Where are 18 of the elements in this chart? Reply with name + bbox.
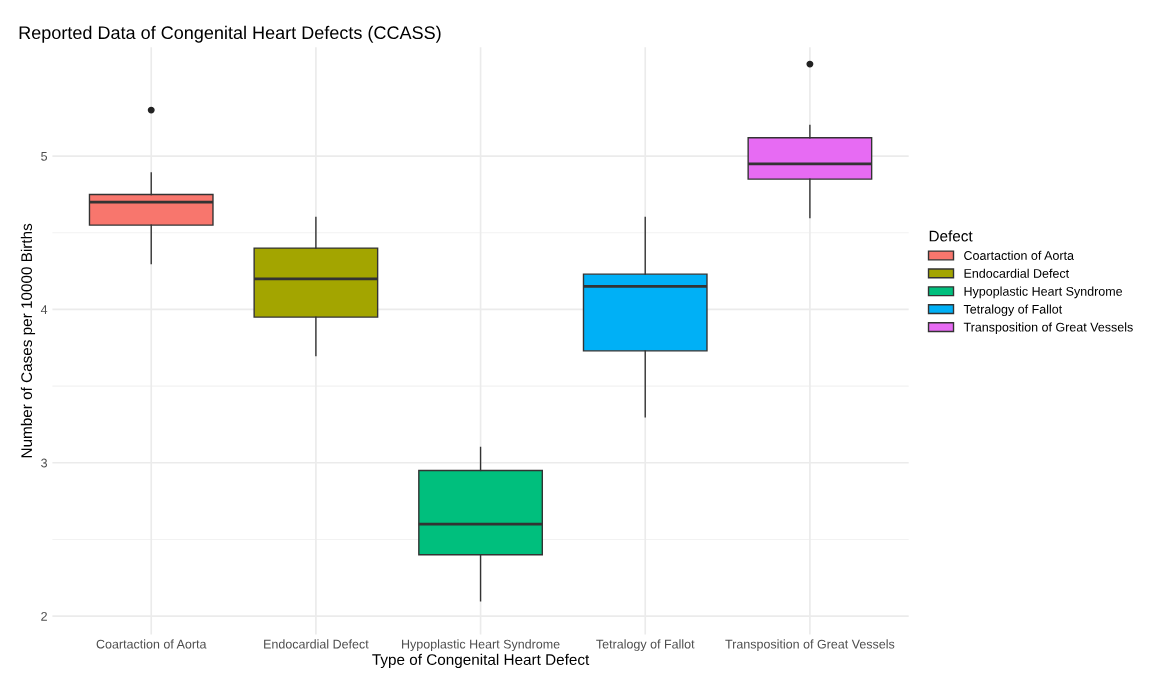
- legend-label: Coartaction of Aorta: [964, 250, 1074, 260]
- x-tick-label: Transposition of Great Vessels: [725, 639, 895, 652]
- y-tick-label: 5: [41, 152, 48, 161]
- x-tick-label: Hypoplastic Heart Syndrome: [402, 639, 560, 652]
- legend-label: Hypoplastic Heart Syndrome: [964, 286, 1123, 299]
- chart-title: Reported Data of Congenital Heart Defects (CCASS): [19, 25, 441, 43]
- legend-label: Transposition of Great Vessels: [963, 322, 1133, 335]
- legend-title: Defect: [929, 230, 973, 242]
- x-tick-label: Coartaction of Aorta: [96, 639, 207, 649]
- y-tick-label: 4: [40, 305, 48, 314]
- legend-label: Endocardial Defect: [964, 268, 1070, 278]
- y-tick-label: 2: [41, 611, 47, 621]
- x-tick-label: Endocardial Defect: [264, 639, 369, 649]
- y-tick-label: 3: [41, 458, 48, 468]
- legend-label: Tetralogy of Fallot: [963, 304, 1063, 317]
- x-tick-label: Tetralogy of Fallot: [596, 639, 695, 652]
- x-axis-title: Type of Congenital Heart Defect: [372, 653, 590, 669]
- y-axis-title: Number of Cases per 10000 Births: [20, 223, 36, 458]
